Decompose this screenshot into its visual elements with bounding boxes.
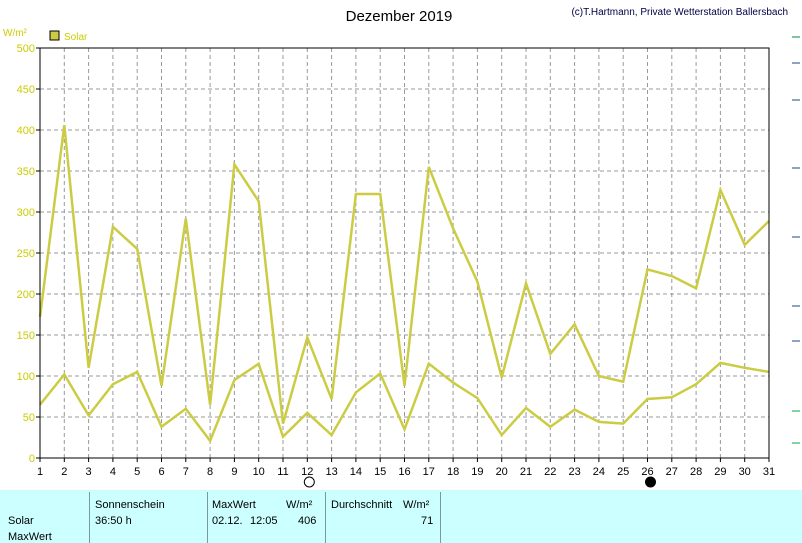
row-label-maxwert: MaxWert: [8, 531, 52, 543]
y-tick-label: 100: [17, 371, 35, 383]
new-moon-icon: [645, 476, 656, 488]
solar-chart: Dezember 2019 (c)T.Hartmann, Private Wet…: [3, 7, 800, 488]
y-axis-ticks: 0 50 100 150 200 250 300 350 400 450 500: [17, 43, 40, 465]
max-header: MaxWert: [212, 499, 256, 511]
grid: [40, 48, 769, 458]
x-tick-label: 26: [641, 466, 653, 478]
divider: [440, 492, 441, 543]
right-side-marks: [792, 36, 800, 444]
series-line: [38, 124, 770, 424]
divider: [89, 492, 90, 543]
x-tick-label: 21: [520, 466, 532, 478]
x-tick-label: 1: [37, 466, 43, 478]
info-panel: Solar MaxWert Sonnenschein 36:50 h MaxWe…: [0, 490, 802, 543]
y-tick-label: 450: [17, 84, 35, 96]
x-tick-label: 7: [183, 466, 189, 478]
x-tick-label: 23: [568, 466, 580, 478]
full-moon-icon: [303, 476, 315, 488]
x-tick-label: 9: [231, 466, 237, 478]
x-tick-label: 25: [617, 466, 629, 478]
row-label-solar: Solar: [8, 515, 34, 527]
x-tick-label: 12: [301, 466, 313, 478]
max-unit: W/m²: [286, 499, 313, 511]
y-tick-label: 250: [17, 248, 35, 260]
y-tick-label: 300: [17, 207, 35, 219]
divider: [207, 492, 208, 543]
x-tick-label: 14: [350, 466, 362, 478]
series-lines: [38, 124, 770, 444]
plot-frame: [39, 47, 770, 459]
credit-text: (c)T.Hartmann, Private Wetterstation Bal…: [571, 7, 788, 18]
divider: [325, 492, 326, 543]
x-tick-label: 19: [471, 466, 483, 478]
y-tick-label: 500: [17, 43, 35, 55]
x-tick-label: 20: [496, 466, 508, 478]
y-tick-label: 350: [17, 166, 35, 178]
x-tick-label: 11: [277, 466, 288, 478]
legend-label: Solar: [64, 32, 88, 43]
y-tick-label: 0: [29, 453, 35, 465]
max-value: 406: [298, 515, 317, 527]
avg-value: 71: [421, 515, 434, 527]
x-tick-label: 10: [253, 466, 265, 478]
x-tick-label: 2: [61, 466, 67, 478]
x-tick-label: 27: [666, 466, 678, 478]
y-tick-label: 150: [17, 330, 35, 342]
x-tick-label: 5: [134, 466, 140, 478]
sunshine-header: Sonnenschein: [95, 499, 165, 511]
y-tick-label: 200: [17, 289, 35, 301]
moon-phase-markers: [303, 476, 656, 488]
y-axis-unit: W/m²: [3, 28, 28, 39]
max-time: 12:05: [250, 515, 278, 527]
chart-title: Dezember 2019: [346, 8, 453, 25]
legend: Solar: [49, 30, 88, 43]
max-date: 02.12.: [212, 515, 243, 527]
x-tick-label: 16: [398, 466, 410, 478]
y-tick-label: 50: [23, 412, 35, 424]
x-tick-label: 3: [86, 466, 92, 478]
legend-swatch: [49, 30, 60, 41]
x-axis-ticks: 1 2 3 4 5 6 7 8 9 10 11 12 13 14 15 16 17 18 19 20 21 22 23 24 2…: [37, 458, 775, 478]
x-tick-label: 29: [714, 466, 726, 478]
sunshine-value: 36:50 h: [95, 515, 132, 527]
x-tick-label: 6: [158, 466, 164, 478]
x-tick-label: 8: [207, 466, 213, 478]
x-tick-label: 30: [739, 466, 751, 478]
x-tick-label: 17: [423, 466, 435, 478]
x-tick-label: 4: [110, 466, 116, 478]
x-tick-label: 31: [763, 466, 775, 478]
x-tick-label: 18: [447, 466, 459, 478]
x-tick-label: 28: [690, 466, 702, 478]
x-tick-label: 15: [374, 466, 386, 478]
series-line: [39, 361, 770, 444]
x-tick-label: 24: [593, 466, 605, 478]
x-tick-label: 13: [325, 466, 337, 478]
avg-unit: W/m²: [403, 499, 430, 511]
avg-header: Durchschnitt: [331, 499, 393, 511]
x-tick-label: 22: [544, 466, 556, 478]
y-tick-label: 400: [17, 125, 35, 137]
